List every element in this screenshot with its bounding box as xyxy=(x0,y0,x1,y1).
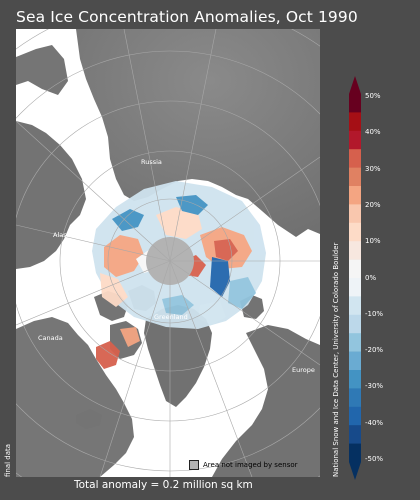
colorbar-bottom-arrow xyxy=(349,462,361,480)
landmass-chukotka xyxy=(16,45,68,95)
colorbar-tick-label: -10% xyxy=(365,309,384,318)
colorbar-tick-label: 30% xyxy=(365,164,381,173)
map-label-alaska: Alaska xyxy=(53,231,75,239)
legend-swatch xyxy=(189,460,199,470)
colorbar-segment xyxy=(349,186,361,205)
map-label-russia: Russia xyxy=(141,158,162,166)
landmass-canada xyxy=(16,317,134,477)
colorbar-segment xyxy=(349,167,361,187)
legend: Area not imaged by sensor xyxy=(189,460,298,470)
total-anomaly-text: Total anomaly = 0.2 million sq km xyxy=(74,479,253,491)
landmass-russia xyxy=(76,29,320,237)
colorbar-tick-label: -30% xyxy=(365,382,384,391)
colorbar-tick-label: 10% xyxy=(365,237,381,246)
colorbar-tick-label: 50% xyxy=(365,92,381,100)
polar-map-canvas xyxy=(16,29,320,477)
colorbar-top-arrow xyxy=(349,76,361,94)
polar-map xyxy=(16,29,320,477)
colorbar-segment xyxy=(349,333,361,352)
colorbar-segment xyxy=(349,425,361,444)
colorbar-segment xyxy=(349,94,361,113)
credit-label: National Snow and Ice Data Center, Unive… xyxy=(332,242,340,477)
map-label-europe: Europe xyxy=(292,366,315,374)
colorbar-segment xyxy=(349,112,361,132)
colorbar-segment xyxy=(349,296,361,316)
colorbar-segment xyxy=(349,130,361,150)
colorbar-segment xyxy=(349,443,361,463)
landmass-iceland xyxy=(76,409,102,429)
landmass-alaska xyxy=(16,121,86,269)
colorbar-segment xyxy=(349,204,361,224)
landmass-greenland xyxy=(144,305,212,407)
colorbar-segment xyxy=(349,149,361,168)
colorbar-tick-label: -40% xyxy=(365,418,384,427)
colorbar-tick-label: 20% xyxy=(365,200,381,209)
colorbar-tick-label: -50% xyxy=(365,455,384,463)
colorbar-tick-label: 40% xyxy=(365,128,381,137)
colorbar-segment xyxy=(349,370,361,389)
colorbar-segment xyxy=(349,278,361,297)
colorbar-segment xyxy=(349,259,361,279)
colorbar-segment xyxy=(349,222,361,242)
legend-label: Area not imaged by sensor xyxy=(203,461,298,469)
colorbar xyxy=(349,76,361,480)
map-title: Sea Ice Concentration Anomalies, Oct 199… xyxy=(16,8,358,26)
colorbar-tick-label: 0% xyxy=(365,273,377,282)
colorbar-segment xyxy=(349,351,361,371)
data-status-label: final data xyxy=(4,443,12,477)
map-label-canada: Canada xyxy=(38,334,63,342)
colorbar-segment xyxy=(349,314,361,334)
colorbar-segment xyxy=(349,406,361,426)
colorbar-tick-label: -20% xyxy=(365,346,384,355)
colorbar-segment xyxy=(349,241,361,260)
map-label-greenland: Greenland xyxy=(154,313,188,321)
graticule xyxy=(16,29,320,477)
colorbar-segment xyxy=(349,388,361,408)
